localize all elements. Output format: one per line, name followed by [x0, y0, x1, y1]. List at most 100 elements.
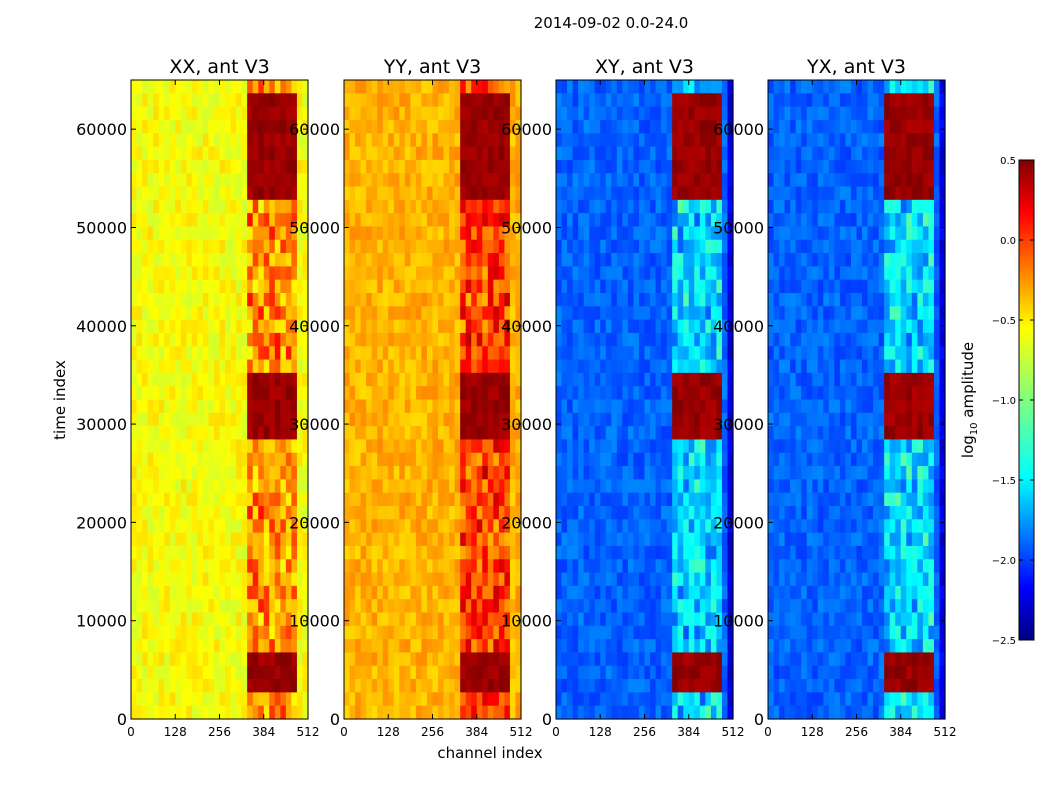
- heatmap-cell: [421, 319, 428, 334]
- heatmap-cell: [131, 332, 138, 347]
- heatmap-cell: [197, 173, 204, 188]
- heatmap-cell: [699, 106, 706, 121]
- heatmap-cell: [344, 426, 351, 441]
- heatmap-cell: [274, 119, 281, 134]
- heatmap-cell: [164, 639, 171, 654]
- heatmap-cell: [583, 625, 590, 640]
- heatmap-cell: [355, 692, 362, 707]
- heatmap-cell: [710, 519, 718, 534]
- heatmap-cell: [426, 399, 434, 414]
- x-tick-label: 384: [252, 725, 275, 739]
- heatmap-cell: [360, 346, 367, 361]
- heatmap-cell: [186, 239, 193, 254]
- heatmap-cell: [443, 506, 450, 520]
- heatmap-cell: [197, 426, 204, 441]
- heatmap-cell: [509, 692, 517, 707]
- heatmap-cell: [611, 679, 618, 693]
- heatmap-cell: [650, 479, 657, 494]
- heatmap-cell: [186, 452, 193, 467]
- heatmap-cell: [638, 492, 646, 507]
- heatmap-cell: [449, 306, 456, 321]
- heatmap-cell: [393, 213, 400, 228]
- heatmap-cell: [578, 279, 585, 294]
- heatmap-cell: [845, 133, 852, 148]
- heatmap-cell: [147, 585, 154, 600]
- heatmap-cell: [426, 372, 434, 387]
- heatmap-cell: [589, 119, 596, 134]
- heatmap-cell: [716, 479, 723, 494]
- heatmap-cell: [487, 213, 494, 228]
- heatmap-cell: [426, 173, 434, 188]
- heatmap-cell: [476, 639, 483, 654]
- heatmap-cell: [578, 386, 585, 401]
- heatmap-cell: [482, 439, 489, 454]
- heatmap-cell: [710, 93, 718, 108]
- y-tick-label: 50000: [289, 218, 340, 237]
- heatmap-cell: [344, 625, 351, 640]
- heatmap-cell: [180, 452, 187, 467]
- y-tick-label: 20000: [289, 513, 340, 532]
- heatmap-cell: [694, 80, 701, 94]
- heatmap-cell: [594, 452, 601, 467]
- heatmap-cell: [421, 119, 428, 134]
- heatmap-cell: [241, 146, 248, 161]
- heatmap-cell: [471, 213, 478, 228]
- heatmap-cell: [247, 239, 254, 254]
- heatmap-cell: [600, 279, 607, 294]
- heatmap-cell: [727, 80, 734, 94]
- heatmap-cell: [650, 279, 657, 294]
- heatmap-cell: [382, 253, 389, 267]
- heatmap-cell: [421, 239, 428, 254]
- heatmap-cell: [556, 625, 563, 640]
- heatmap-cell: [672, 266, 679, 281]
- heatmap-cell: [404, 213, 411, 228]
- heatmap-cell: [443, 612, 450, 627]
- heatmap-cell: [349, 426, 356, 441]
- heatmap-cell: [504, 545, 511, 560]
- heatmap-cell: [583, 399, 590, 414]
- heatmap-cell: [611, 159, 618, 174]
- heatmap-cell: [672, 372, 679, 387]
- heatmap-cell: [153, 492, 160, 507]
- heatmap-cell: [252, 572, 259, 587]
- heatmap-cell: [371, 106, 378, 121]
- heatmap-cell: [906, 106, 913, 121]
- heatmap-cell: [274, 332, 281, 347]
- heatmap-cell: [230, 199, 237, 214]
- heatmap-cell: [432, 692, 439, 707]
- heatmap-cell: [655, 585, 662, 600]
- heatmap-cell: [515, 532, 522, 547]
- heatmap-cell: [605, 639, 612, 654]
- heatmap-cell: [388, 532, 395, 547]
- heatmap-cell: [611, 506, 618, 520]
- heatmap-cell: [694, 545, 701, 560]
- heatmap-cell: [247, 519, 254, 534]
- heatmap-cell: [344, 186, 351, 201]
- heatmap-cell: [382, 625, 389, 640]
- heatmap-cell: [291, 332, 298, 347]
- heatmap-cell: [454, 572, 461, 587]
- heatmap-cell: [622, 639, 629, 654]
- heatmap-cell: [399, 612, 406, 627]
- heatmap-cell: [247, 532, 254, 547]
- heatmap-cell: [208, 173, 215, 188]
- heatmap-cell: [705, 332, 712, 347]
- heatmap-cell: [175, 439, 182, 454]
- heatmap-cell: [828, 80, 835, 94]
- heatmap-cell: [449, 492, 456, 507]
- heatmap-cell: [164, 239, 171, 254]
- heatmap-cell: [845, 146, 852, 161]
- heatmap-cell: [611, 133, 618, 148]
- heatmap-cell: [241, 199, 248, 214]
- heatmap-cell: [191, 506, 198, 520]
- heatmap-cell: [349, 279, 356, 294]
- heatmap-cell: [371, 372, 378, 387]
- heatmap-cell: [180, 692, 187, 707]
- heatmap-cell: [421, 372, 428, 387]
- heatmap-cell: [280, 612, 287, 627]
- heatmap-cell: [296, 279, 304, 294]
- heatmap-cell: [349, 119, 356, 134]
- heatmap-cell: [382, 213, 389, 228]
- heatmap-cell: [296, 173, 304, 188]
- heatmap-cell: [661, 239, 668, 254]
